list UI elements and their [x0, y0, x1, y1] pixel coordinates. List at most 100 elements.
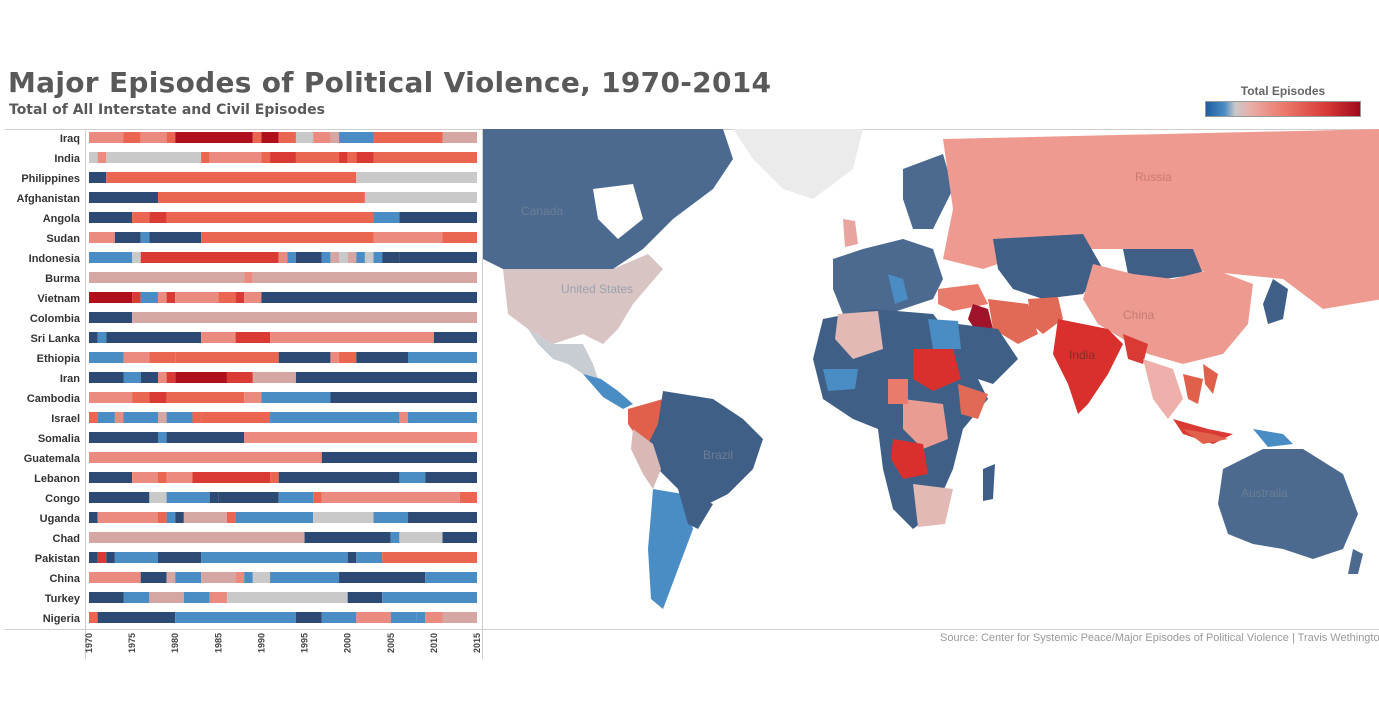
episode-segment[interactable] — [149, 232, 202, 243]
episode-segment[interactable] — [356, 252, 365, 263]
episode-segment[interactable] — [278, 492, 314, 503]
episode-segment[interactable] — [244, 392, 262, 403]
episode-segment[interactable] — [201, 572, 236, 583]
episode-segment[interactable] — [89, 312, 133, 323]
episode-segment[interactable] — [97, 152, 107, 163]
episode-segment[interactable] — [226, 592, 348, 603]
episode-segment[interactable] — [356, 152, 374, 163]
episode-segment[interactable] — [140, 372, 158, 383]
episode-segment[interactable] — [166, 492, 210, 503]
episode-segment[interactable] — [132, 392, 150, 403]
episode-segment[interactable] — [321, 492, 460, 503]
episode-segment[interactable] — [89, 512, 98, 523]
episode-segment[interactable] — [209, 592, 227, 603]
episode-segment[interactable] — [89, 612, 98, 623]
episode-segment[interactable] — [408, 512, 477, 523]
episode-segment[interactable] — [313, 512, 374, 523]
episode-segment[interactable] — [114, 552, 158, 563]
episode-segment[interactable] — [261, 132, 279, 143]
episode-segment[interactable] — [157, 512, 167, 523]
episode-segment[interactable] — [106, 552, 115, 563]
episode-segment[interactable] — [278, 352, 331, 363]
episode-segment[interactable] — [408, 472, 426, 483]
episode-segment[interactable] — [97, 552, 107, 563]
episode-segment[interactable] — [106, 332, 202, 343]
episode-segment[interactable] — [373, 512, 409, 523]
episode-segment[interactable] — [89, 132, 124, 143]
episode-segment[interactable] — [425, 612, 443, 623]
episode-segment[interactable] — [166, 292, 176, 303]
episode-segment[interactable] — [390, 612, 417, 623]
episode-segment[interactable] — [166, 392, 245, 403]
episode-segment[interactable] — [330, 132, 340, 143]
episode-segment[interactable] — [459, 492, 477, 503]
episode-segment[interactable] — [373, 232, 443, 243]
episode-segment[interactable] — [201, 232, 374, 243]
episode-segment[interactable] — [89, 152, 98, 163]
world-map[interactable]: Canada United States Russia China India … — [483, 129, 1379, 629]
episode-segment[interactable] — [132, 312, 477, 323]
episode-segment[interactable] — [244, 572, 253, 583]
episode-segment[interactable] — [244, 292, 262, 303]
episode-segment[interactable] — [425, 572, 477, 583]
episode-segment[interactable] — [89, 232, 115, 243]
episode-segment[interactable] — [89, 332, 98, 343]
episode-segment[interactable] — [252, 572, 271, 583]
episode-segment[interactable] — [347, 252, 357, 263]
episode-segment[interactable] — [347, 152, 357, 163]
episode-segment[interactable] — [175, 352, 279, 363]
episode-segment[interactable] — [157, 372, 167, 383]
episode-segment[interactable] — [442, 612, 477, 623]
episode-segment[interactable] — [408, 412, 477, 423]
episode-segment[interactable] — [433, 332, 477, 343]
episode-segment[interactable] — [132, 472, 158, 483]
episode-segment[interactable] — [261, 392, 331, 403]
episode-segment[interactable] — [442, 232, 477, 243]
episode-segment[interactable] — [166, 512, 176, 523]
episode-segment[interactable] — [270, 572, 340, 583]
episode-segment[interactable] — [140, 132, 167, 143]
episode-segment[interactable] — [364, 192, 477, 203]
episode-segment[interactable] — [356, 352, 409, 363]
episode-segment[interactable] — [252, 272, 477, 283]
episode-segment[interactable] — [321, 452, 477, 463]
episode-segment[interactable] — [175, 292, 219, 303]
episode-segment[interactable] — [175, 612, 296, 623]
episode-segment[interactable] — [382, 552, 477, 563]
episode-segment[interactable] — [123, 352, 150, 363]
episode-segment[interactable] — [114, 412, 124, 423]
episode-segment[interactable] — [373, 212, 400, 223]
episode-segment[interactable] — [183, 592, 210, 603]
episode-segment[interactable] — [261, 152, 271, 163]
episode-segment[interactable] — [235, 292, 245, 303]
episode-segment[interactable] — [140, 292, 158, 303]
episode-segment[interactable] — [244, 272, 253, 283]
episode-segment[interactable] — [157, 552, 202, 563]
episode-segment[interactable] — [166, 412, 193, 423]
episode-segment[interactable] — [416, 612, 426, 623]
episode-segment[interactable] — [89, 572, 141, 583]
episode-segment[interactable] — [339, 132, 374, 143]
episode-segment[interactable] — [166, 372, 176, 383]
episode-segment[interactable] — [235, 572, 245, 583]
episode-segment[interactable] — [140, 232, 150, 243]
episode-segment[interactable] — [330, 352, 340, 363]
episode-segment[interactable] — [132, 292, 141, 303]
episode-segment[interactable] — [270, 472, 279, 483]
episode-segment[interactable] — [339, 252, 348, 263]
episode-segment[interactable] — [123, 592, 150, 603]
episode-segment[interactable] — [313, 132, 331, 143]
episode-segment[interactable] — [339, 572, 426, 583]
episode-segment[interactable] — [295, 152, 340, 163]
episode-segment[interactable] — [89, 432, 158, 443]
episode-segment[interactable] — [226, 372, 253, 383]
episode-segment[interactable] — [157, 192, 365, 203]
episode-segment[interactable] — [157, 432, 167, 443]
episode-segment[interactable] — [330, 252, 340, 263]
episode-segment[interactable] — [339, 152, 348, 163]
episode-segment[interactable] — [270, 412, 400, 423]
episode-segment[interactable] — [425, 472, 477, 483]
episode-segment[interactable] — [399, 412, 409, 423]
episode-segment[interactable] — [132, 252, 141, 263]
episode-segment[interactable] — [244, 432, 477, 443]
